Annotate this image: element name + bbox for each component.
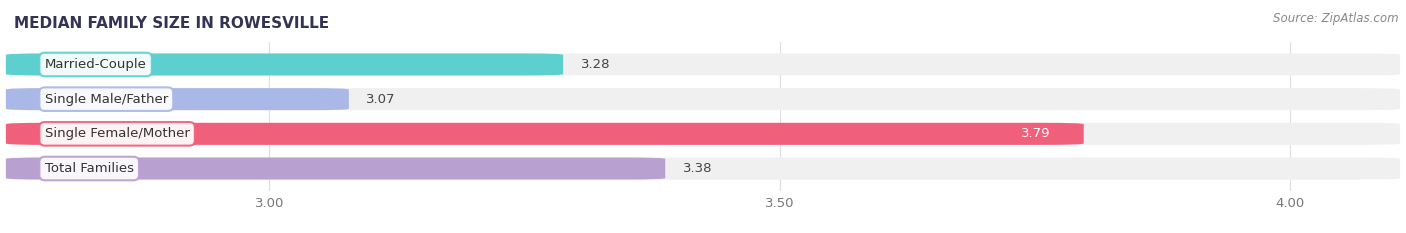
Text: MEDIAN FAMILY SIZE IN ROWESVILLE: MEDIAN FAMILY SIZE IN ROWESVILLE	[14, 16, 329, 31]
FancyBboxPatch shape	[6, 123, 1400, 145]
Text: Single Female/Mother: Single Female/Mother	[45, 127, 190, 140]
Text: 3.38: 3.38	[682, 162, 711, 175]
FancyBboxPatch shape	[6, 123, 1084, 145]
Text: Total Families: Total Families	[45, 162, 134, 175]
FancyBboxPatch shape	[6, 158, 1400, 180]
Text: 3.79: 3.79	[1021, 127, 1050, 140]
FancyBboxPatch shape	[6, 88, 349, 110]
FancyBboxPatch shape	[6, 53, 564, 75]
FancyBboxPatch shape	[6, 88, 1400, 110]
Text: Single Male/Father: Single Male/Father	[45, 93, 167, 106]
Text: Source: ZipAtlas.com: Source: ZipAtlas.com	[1274, 12, 1399, 25]
Text: Married-Couple: Married-Couple	[45, 58, 146, 71]
FancyBboxPatch shape	[6, 158, 665, 180]
Text: 3.28: 3.28	[581, 58, 610, 71]
FancyBboxPatch shape	[6, 53, 1400, 75]
Text: 3.07: 3.07	[366, 93, 395, 106]
